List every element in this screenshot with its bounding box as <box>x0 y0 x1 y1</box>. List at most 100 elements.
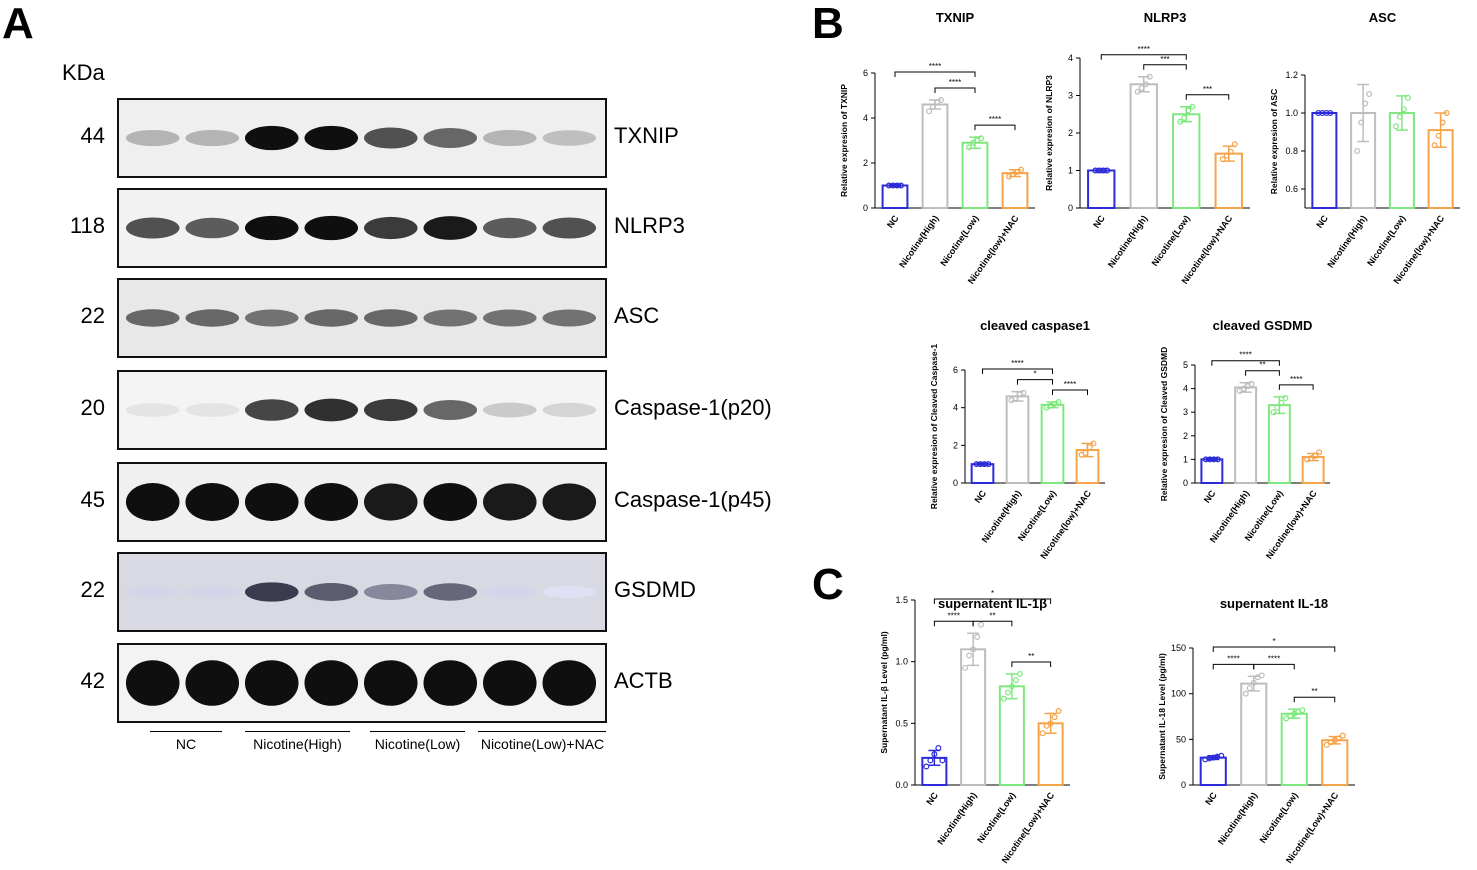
molecular-weight-label: 22 <box>80 577 105 602</box>
band-lane-4 <box>304 125 359 151</box>
band-lane-1 <box>125 660 180 706</box>
data-point <box>1299 707 1306 714</box>
y-tick-label: 0.8 <box>1285 146 1298 156</box>
y-tick-label: 5 <box>1183 360 1188 370</box>
data-point <box>1316 449 1323 456</box>
bar-1 <box>970 463 995 484</box>
band-lane-3 <box>244 483 299 521</box>
chart-7: supernatent IL-18 0 50 100 150 Supernatant IL… <box>1157 596 1355 865</box>
band-lane-4 <box>304 483 359 521</box>
band-lane-8 <box>542 402 597 418</box>
data-point <box>1219 156 1226 163</box>
data-point <box>1223 152 1230 159</box>
significance-bracket <box>1211 360 1280 366</box>
x-tick-label: NC <box>924 790 940 807</box>
band-lane-7 <box>483 660 537 706</box>
chart-title: ASC <box>1369 10 1397 25</box>
data-point <box>1017 166 1024 173</box>
y-tick-label: 0.0 <box>895 780 908 790</box>
blot-strip-caspase-1-p20- <box>117 370 607 450</box>
data-point <box>935 744 942 751</box>
bar-3 <box>1280 712 1308 787</box>
data-point <box>1210 456 1217 463</box>
data-point <box>1004 689 1011 696</box>
data-point <box>1431 142 1438 149</box>
y-axis-label: Relative expresion of TXNIP <box>839 84 849 197</box>
protein-label: Caspase-1(p20) <box>614 395 772 420</box>
data-point <box>1096 167 1103 174</box>
data-point <box>1323 741 1330 748</box>
x-tick-label: Nicotine(Low) <box>1150 213 1192 267</box>
molecular-weight-label: 22 <box>80 303 105 328</box>
significance-bracket <box>1278 384 1314 390</box>
significance-bracket <box>972 620 1013 627</box>
data-point <box>1274 404 1281 411</box>
data-point <box>1214 753 1221 760</box>
bar-2 <box>1005 395 1030 484</box>
y-tick-label: 6 <box>953 365 958 375</box>
protein-label: ACTB <box>614 668 673 693</box>
data-point <box>1092 167 1099 174</box>
data-point <box>939 757 946 764</box>
y-tick-label: 1.0 <box>1285 108 1298 118</box>
band-lane-6 <box>423 483 478 521</box>
molecular-weight-label: 45 <box>80 487 105 512</box>
data-point <box>1142 81 1149 88</box>
protein-label: TXNIP <box>614 123 679 148</box>
data-point <box>1270 409 1277 416</box>
y-axis-label: Relative expresion of Cleaved GSDMD <box>1159 347 1169 501</box>
significance-bracket <box>1052 389 1088 396</box>
data-point <box>1020 389 1027 396</box>
protein-label: GSDMD <box>614 577 696 602</box>
significance-bracket <box>982 368 1053 374</box>
molecular-weight-label: 118 <box>69 213 105 238</box>
y-tick-label: 3 <box>1183 407 1188 417</box>
significance-label: **** <box>989 115 1001 124</box>
band-lane-7 <box>483 585 537 599</box>
data-point <box>1283 715 1290 722</box>
data-point <box>973 461 980 468</box>
band-lane-3 <box>244 582 299 602</box>
band-lane-7 <box>483 217 537 239</box>
significance-label: **** <box>1064 380 1076 389</box>
significance-bracket <box>1011 661 1052 667</box>
x-tick-label: NC <box>1203 790 1219 807</box>
data-point <box>1016 670 1023 677</box>
y-tick-label: 4 <box>863 113 868 123</box>
data-point <box>1231 141 1238 148</box>
group-underline-nac <box>478 731 606 732</box>
data-point <box>1181 114 1188 121</box>
data-point <box>977 461 984 468</box>
data-point <box>1323 109 1330 116</box>
band-lane-2 <box>185 483 240 521</box>
data-point <box>985 461 992 468</box>
band-lane-6 <box>423 660 478 706</box>
significance-label: ** <box>1311 687 1317 696</box>
x-tick-label: Nicotine(Low) <box>938 213 980 267</box>
molecular-weight-label: 20 <box>80 395 105 420</box>
y-tick-label: 3 <box>1068 91 1073 101</box>
data-point <box>966 652 973 659</box>
significance-bracket <box>1100 54 1187 60</box>
bar-4 <box>1001 172 1029 209</box>
band-lane-3 <box>244 125 299 151</box>
panel-letter-c: C <box>812 560 844 609</box>
x-tick-label: Nicotine(Low) <box>1258 790 1300 844</box>
y-tick-label: 150 <box>1171 643 1186 653</box>
data-point <box>1319 109 1326 116</box>
x-tick-label: NC <box>972 488 988 505</box>
y-tick-label: 0 <box>1183 478 1188 488</box>
band-lane-7 <box>483 129 537 147</box>
significance-label: ** <box>1259 361 1265 370</box>
y-tick-label: 0.5 <box>895 718 908 728</box>
band-lane-7 <box>483 483 537 521</box>
y-axis-label: Relative expresion of Cleaved Caspase-1 <box>929 344 939 510</box>
bar-3 <box>1040 403 1065 485</box>
significance-bracket <box>1017 379 1053 385</box>
significance-bracket <box>1212 663 1255 670</box>
band-lane-6 <box>423 309 478 327</box>
data-point <box>1012 677 1019 684</box>
data-point <box>1435 132 1442 139</box>
significance-label: ** <box>989 611 995 620</box>
